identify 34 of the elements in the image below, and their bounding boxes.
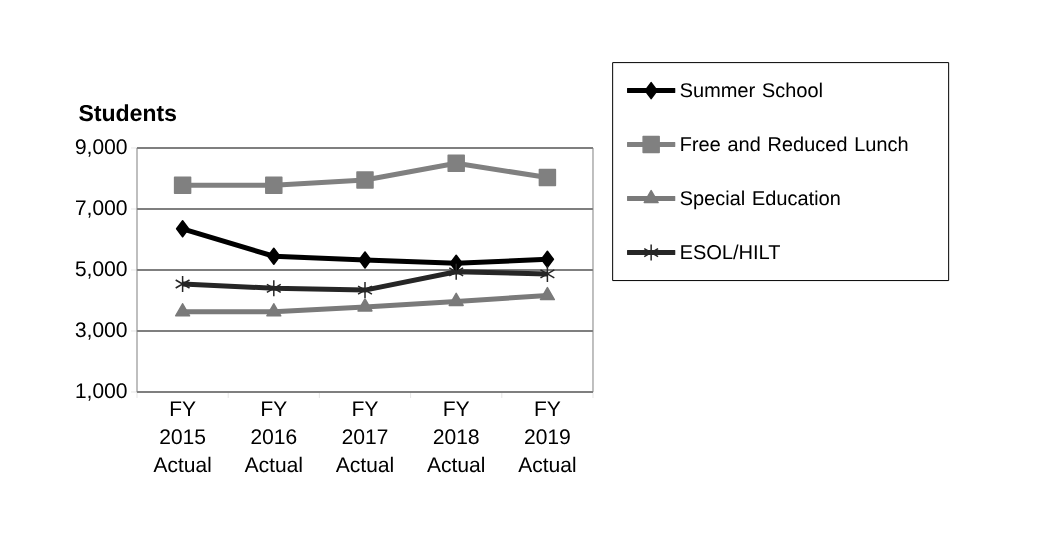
legend-label: Special Education (680, 190, 840, 210)
point (538, 168, 557, 187)
legend-label: ESOL/HILT (681, 244, 780, 260)
point (175, 220, 190, 238)
legend-label: Summer School (680, 82, 822, 98)
y-tick-label: 7,000 (76, 200, 127, 218)
x-tick-label: FY 2019 Actual (518, 401, 576, 473)
point (448, 292, 464, 307)
x-tick-label: FY 2016 Actual (244, 401, 302, 473)
point (173, 176, 192, 194)
point (174, 275, 191, 293)
point (356, 171, 374, 189)
point (539, 286, 556, 301)
point (539, 265, 556, 283)
y-tick-label: 3,000 (75, 322, 127, 340)
y-tick-label: 5,000 (75, 261, 127, 279)
x-tick-label: FY 2018 Actual (427, 401, 484, 473)
point (266, 279, 282, 298)
legend-label: Free and Reduced Lunch (681, 136, 908, 152)
point (266, 303, 282, 317)
point (174, 303, 191, 317)
point (540, 250, 555, 269)
y-tick-label: 9,000 (75, 139, 127, 157)
x-tick-label: FY 2015 Actual (153, 401, 211, 473)
point (447, 154, 465, 172)
point (358, 251, 372, 269)
point (265, 176, 283, 194)
x-tick-label: FY 2017 Actual (335, 401, 393, 473)
point (357, 298, 373, 312)
point (448, 263, 464, 281)
point (357, 281, 373, 299)
chart-title: Students (79, 104, 176, 122)
point (267, 247, 281, 266)
y-tick-label: 1,000 (76, 383, 127, 401)
